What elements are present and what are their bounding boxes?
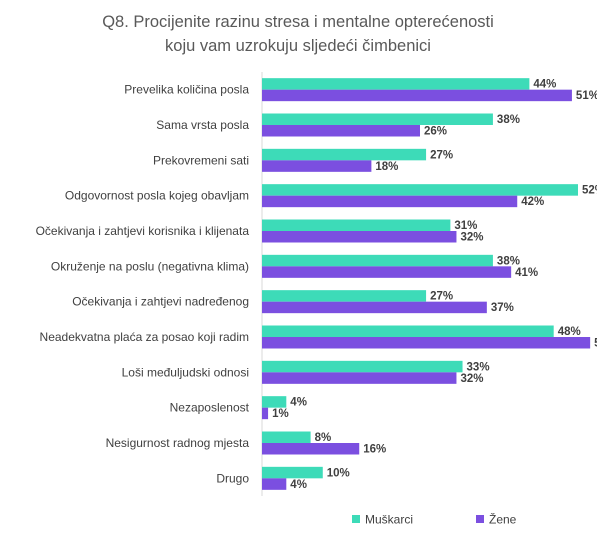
data-label: 1% [272,408,289,420]
data-label: 4% [290,397,307,409]
bar-zene [262,407,269,420]
data-label: 44% [533,79,556,91]
data-label: 16% [363,444,386,456]
bar-zene [262,478,287,490]
data-label: 37% [491,302,514,314]
bar-muskarci [262,254,493,267]
data-label: 32% [460,373,483,385]
bar-zene [262,195,518,208]
data-label: 4% [290,479,307,491]
bar-muskarci [262,466,323,479]
bar-muskarci [262,396,287,408]
bar-zene [262,231,457,243]
category-label: Prevelika količina posla [124,83,249,97]
data-label: 38% [497,255,520,267]
bar-muskarci [262,184,578,196]
category-label: Loši međuljudski odnosi [122,365,249,379]
chart-title-line-1: Q8. Procijenite razinu stresa i mentalne… [102,13,494,31]
bar-zene [262,301,487,314]
legend-label: Muškarci [365,513,413,527]
category-label: Neadekvatna plaća za posao koji radim [40,330,249,344]
data-label: 26% [424,126,447,138]
category-label: Sama vrsta posla [156,118,249,132]
legend-label: Žene [489,512,517,527]
data-label: 33% [467,361,490,373]
data-label: 41% [515,267,538,279]
category-label: Prekovremeni sati [153,153,249,167]
data-label: 32% [460,232,483,244]
bar-zene [262,266,512,278]
category-label: Očekivanja i zahtjevi nadređenog [72,295,249,309]
data-label: 52% [582,185,597,197]
category-label: Nesigurnost radnog mjesta [106,436,250,450]
data-label: 42% [521,196,544,208]
data-label: 51% [576,90,597,102]
bars-group: Prevelika količina posla 44% 51% Sama vrsta… [36,78,597,491]
bar-zene [262,125,420,137]
bar-muskarci [262,113,493,125]
category-label: Nezaposlenost [170,401,250,415]
data-label: 27% [430,291,453,303]
bar-zene [262,443,360,455]
data-label: 48% [558,326,581,338]
bar-zene [262,89,572,102]
category-label: Drugo [216,471,249,485]
category-label: Očekivanja i zahtjevi korisnika i klijen… [36,224,250,238]
category-label: Okruženje na poslu (negativna klima) [51,259,249,273]
data-label: 8% [315,432,332,444]
bar-zene [262,160,372,172]
bar-muskarci [262,148,427,161]
bar-zene [262,372,457,384]
legend-swatch [476,515,484,523]
data-label: 27% [430,149,453,161]
bar-zene [262,337,591,349]
category-label: Odgovornost posla kojeg obavljam [65,189,249,203]
bar-muskarci [262,325,554,337]
bar-muskarci [262,78,530,90]
data-label: 54% [594,338,597,350]
bar-muskarci [262,219,451,231]
data-label: 18% [375,161,398,173]
bar-muskarci [262,290,427,302]
data-label: 10% [327,467,350,479]
chart-title-line-2: koju vam uzrokuju sljedeći čimbenici [165,37,431,55]
legend-swatch [352,515,360,523]
data-label: 31% [454,220,477,232]
data-label: 38% [497,114,520,126]
legend: Muškarci Žene [352,512,517,527]
bar-muskarci [262,431,311,443]
bar-muskarci [262,360,463,373]
